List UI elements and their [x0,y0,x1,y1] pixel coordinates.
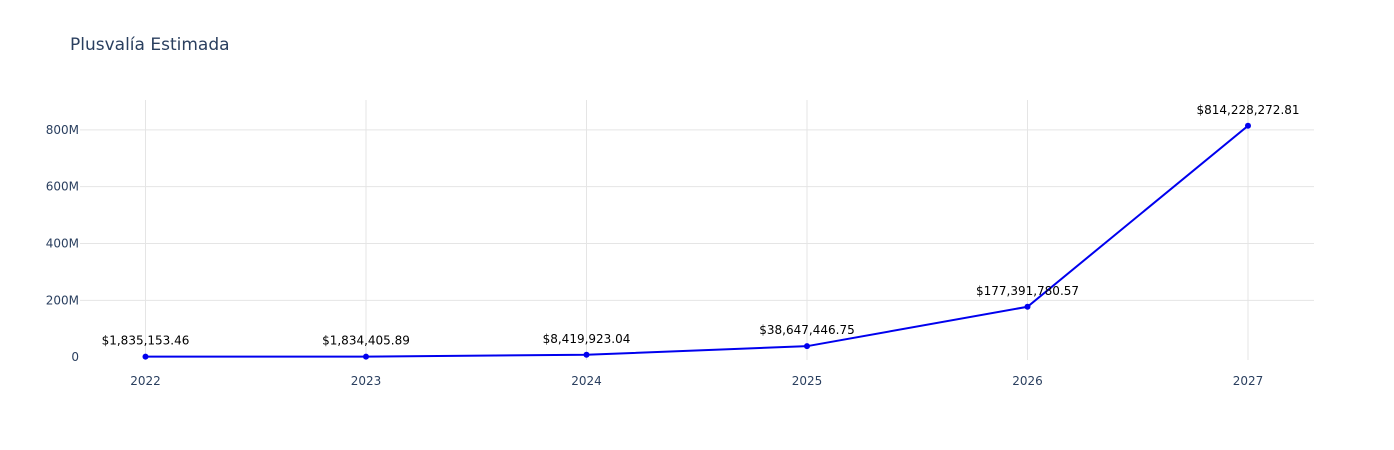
y-tick-label: 400M [46,236,79,250]
x-grid [145,100,1249,360]
y-axis: 0 200M 400M 600M 800M [46,123,79,364]
x-tick-label: 2023 [351,374,382,388]
x-tick-label: 2026 [1012,374,1043,388]
data-label: $38,647,446.75 [759,323,854,337]
data-point [363,353,369,360]
chart-title: Plusvalía Estimada [70,35,230,55]
y-tick-label: 200M [46,293,79,307]
data-point [142,353,149,360]
data-label: $8,419,923.04 [543,332,631,346]
data-labels: $1,835,153.46 $1,834,405.89 $8,419,923.04 $… [102,103,1300,348]
series-points [142,122,1251,360]
x-tick-label: 2027 [1233,374,1264,388]
y-grid [80,129,1314,301]
data-label: $1,834,405.89 [322,334,410,348]
x-tick-label: 2025 [792,374,823,388]
series-line [145,125,1249,358]
y-tick-label: 800M [46,123,79,137]
data-point [1024,303,1031,310]
data-label: $814,228,272.81 [1196,103,1299,117]
x-tick-label: 2024 [571,374,602,388]
x-axis: 2022 2023 2024 2025 2026 2027 [130,374,1263,388]
y-tick-label: 0 [71,350,79,364]
data-point [583,351,590,358]
data-label: $1,835,153.46 [102,334,190,348]
data-label: $177,391,780.57 [976,284,1079,298]
series-line-path [145,125,1249,358]
x-tick-label: 2022 [130,374,161,388]
data-point [1245,122,1251,129]
y-tick-label: 600M [46,180,79,194]
data-point [804,343,810,350]
